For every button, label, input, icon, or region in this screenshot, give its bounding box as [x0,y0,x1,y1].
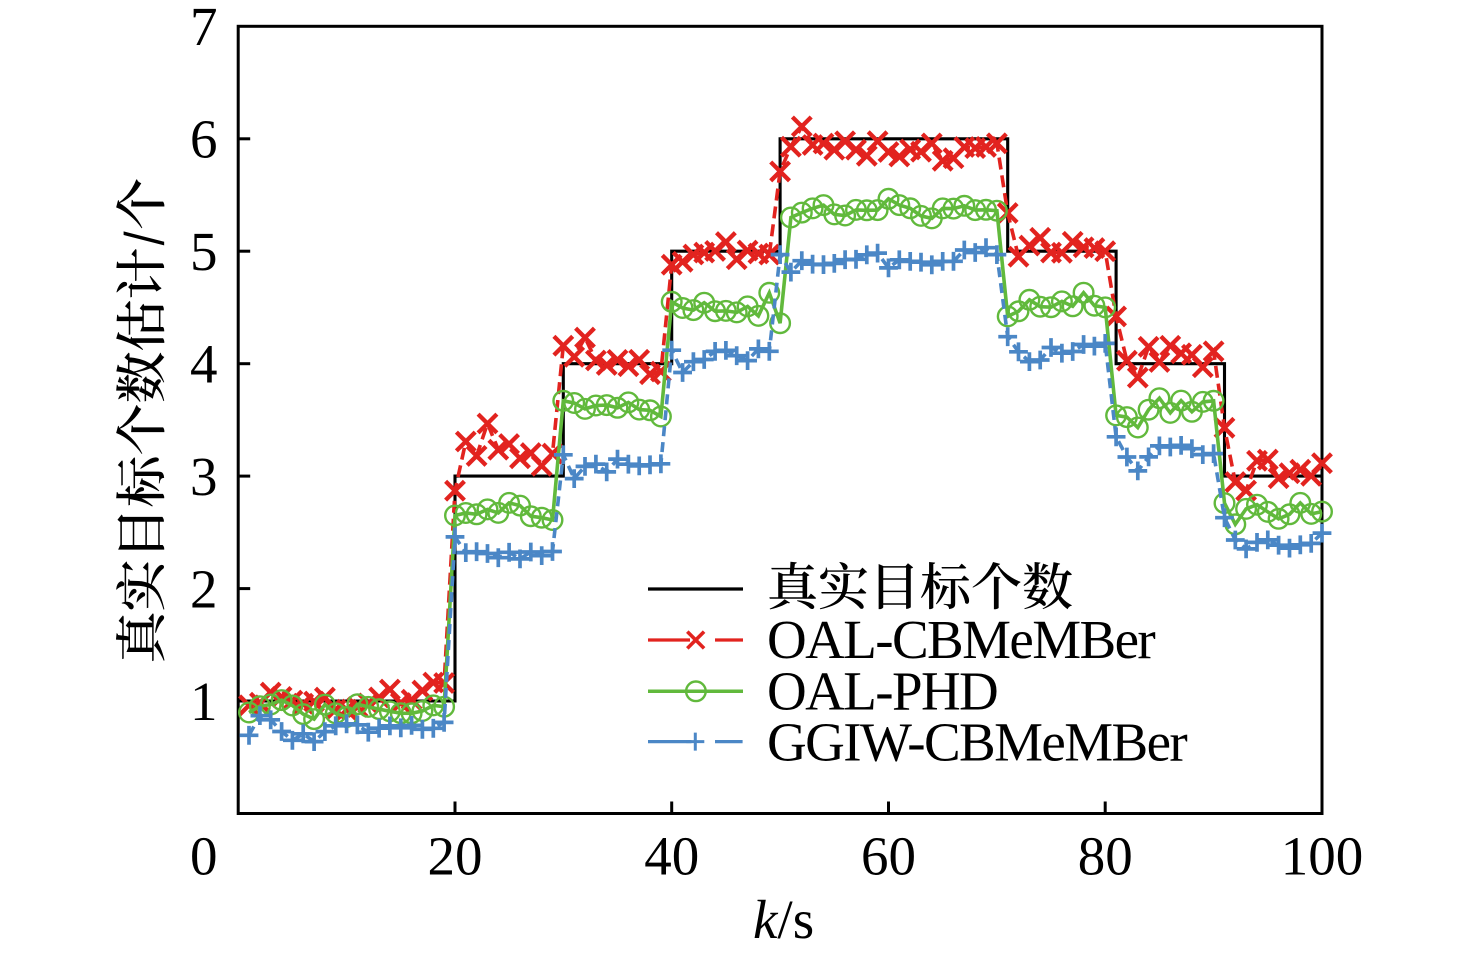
svg-text:40: 40 [644,826,699,887]
svg-text:60: 60 [861,826,916,887]
svg-text:1: 1 [190,671,218,732]
svg-text:k/s: k/s [753,889,814,950]
svg-text:20: 20 [428,826,483,887]
svg-text:5: 5 [190,221,218,282]
svg-text:GGIW-CBMeMBer: GGIW-CBMeMBer [767,712,1187,773]
svg-text:6: 6 [190,109,218,170]
svg-text:OAL-PHD: OAL-PHD [767,660,997,721]
svg-text:3: 3 [190,446,218,507]
svg-text:0: 0 [190,826,218,887]
svg-text:100: 100 [1281,826,1364,887]
svg-text:4: 4 [190,334,218,395]
svg-text:2: 2 [190,558,218,619]
svg-text:OAL-CBMeMBer: OAL-CBMeMBer [767,609,1155,670]
svg-text:7: 7 [190,0,218,57]
svg-text:80: 80 [1078,826,1133,887]
